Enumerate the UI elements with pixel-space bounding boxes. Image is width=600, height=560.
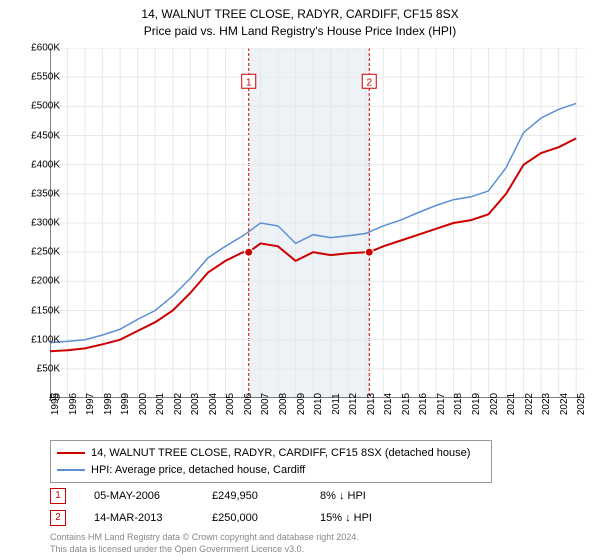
x-tick-label: 2012	[348, 393, 359, 415]
y-tick-label: £150K	[12, 305, 60, 316]
y-tick-label: £600K	[12, 43, 60, 54]
x-tick-label: 1999	[120, 393, 131, 415]
x-tick-label: 2001	[155, 393, 166, 415]
chart-area: 12	[50, 48, 585, 398]
chart-title: 14, WALNUT TREE CLOSE, RADYR, CARDIFF, C…	[0, 0, 600, 40]
y-tick-label: £500K	[12, 101, 60, 112]
x-tick-label: 2023	[541, 393, 552, 415]
y-tick-label: £550K	[12, 72, 60, 83]
y-tick-label: £300K	[12, 218, 60, 229]
legend-label-property: 14, WALNUT TREE CLOSE, RADYR, CARDIFF, C…	[91, 445, 470, 462]
footer-line-1: Contains HM Land Registry data © Crown c…	[50, 532, 359, 544]
sale-row-2: 2 14-MAR-2013 £250,000 15% ↓ HPI	[50, 510, 372, 526]
x-tick-label: 2009	[296, 393, 307, 415]
legend-swatch-property	[57, 452, 85, 454]
x-tick-label: 2020	[489, 393, 500, 415]
x-tick-label: 2019	[471, 393, 482, 415]
y-tick-label: £350K	[12, 188, 60, 199]
x-tick-label: 2015	[401, 393, 412, 415]
sale-diff-2: 15% ↓ HPI	[320, 512, 372, 524]
svg-text:1: 1	[246, 77, 252, 88]
x-tick-label: 2014	[383, 393, 394, 415]
x-tick-label: 1997	[85, 393, 96, 415]
x-tick-label: 2013	[366, 393, 377, 415]
sale-price-1: £249,950	[212, 490, 292, 502]
attribution: Contains HM Land Registry data © Crown c…	[50, 532, 359, 555]
chart-container: 14, WALNUT TREE CLOSE, RADYR, CARDIFF, C…	[0, 0, 600, 560]
sale-date-1: 05-MAY-2006	[94, 490, 184, 502]
x-tick-label: 2017	[436, 393, 447, 415]
x-tick-label: 2024	[559, 393, 570, 415]
x-tick-label: 1995	[50, 393, 61, 415]
title-line-1: 14, WALNUT TREE CLOSE, RADYR, CARDIFF, C…	[0, 6, 600, 23]
x-tick-label: 2002	[173, 393, 184, 415]
x-tick-label: 2004	[208, 393, 219, 415]
y-tick-label: £200K	[12, 276, 60, 287]
legend-item-hpi: HPI: Average price, detached house, Card…	[57, 462, 485, 479]
x-tick-label: 1998	[103, 393, 114, 415]
x-tick-label: 2005	[225, 393, 236, 415]
y-tick-label: £100K	[12, 334, 60, 345]
x-tick-label: 1996	[68, 393, 79, 415]
x-tick-label: 2006	[243, 393, 254, 415]
x-tick-label: 2018	[453, 393, 464, 415]
y-tick-label: £250K	[12, 247, 60, 258]
legend: 14, WALNUT TREE CLOSE, RADYR, CARDIFF, C…	[50, 440, 492, 483]
sale-row-1: 1 05-MAY-2006 £249,950 8% ↓ HPI	[50, 488, 366, 504]
plot-svg: 12	[50, 48, 585, 398]
x-tick-label: 2003	[190, 393, 201, 415]
y-tick-label: £450K	[12, 130, 60, 141]
sale-price-2: £250,000	[212, 512, 292, 524]
x-tick-label: 2021	[506, 393, 517, 415]
svg-text:2: 2	[366, 77, 372, 88]
sale-diff-1: 8% ↓ HPI	[320, 490, 366, 502]
sale-marker-2: 2	[50, 510, 66, 526]
x-tick-label: 2022	[524, 393, 535, 415]
title-line-2: Price paid vs. HM Land Registry's House …	[0, 23, 600, 40]
legend-item-property: 14, WALNUT TREE CLOSE, RADYR, CARDIFF, C…	[57, 445, 485, 462]
x-tick-label: 2025	[576, 393, 587, 415]
x-tick-label: 2016	[418, 393, 429, 415]
x-tick-label: 2010	[313, 393, 324, 415]
footer-line-2: This data is licensed under the Open Gov…	[50, 544, 359, 556]
y-tick-label: £400K	[12, 159, 60, 170]
x-tick-label: 2011	[331, 393, 342, 415]
legend-label-hpi: HPI: Average price, detached house, Card…	[91, 462, 305, 479]
sale-date-2: 14-MAR-2013	[94, 512, 184, 524]
legend-swatch-hpi	[57, 469, 85, 471]
y-tick-label: £50K	[12, 363, 60, 374]
x-tick-label: 2007	[260, 393, 271, 415]
sale-marker-1: 1	[50, 488, 66, 504]
x-tick-label: 2000	[138, 393, 149, 415]
x-tick-label: 2008	[278, 393, 289, 415]
